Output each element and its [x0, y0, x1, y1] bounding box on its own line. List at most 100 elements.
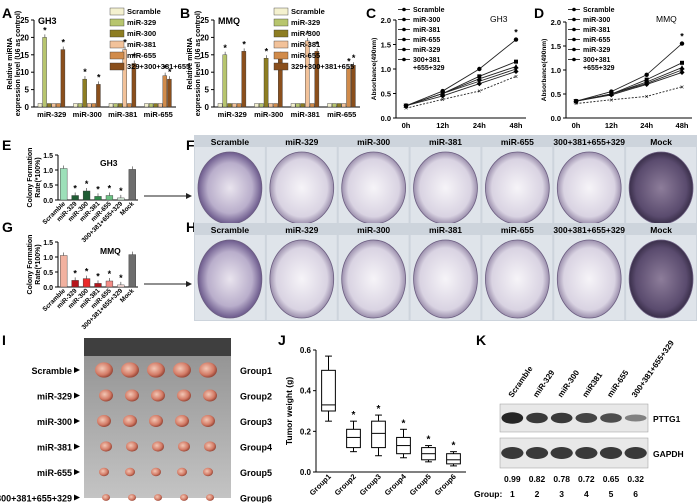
group-number: 3	[559, 489, 564, 499]
legend-label: miR-381	[127, 40, 156, 49]
y-axis-label-line: Colony Formation	[27, 148, 34, 208]
panel-label-e: E	[2, 137, 11, 153]
band-label-pttg1-line: PTTG1	[653, 414, 681, 424]
bar	[105, 195, 114, 201]
bar	[167, 78, 172, 108]
chart-title: GH3	[100, 158, 118, 168]
band-pttg1	[624, 414, 647, 422]
group-label-line: Group2	[240, 392, 272, 402]
tumor	[99, 467, 109, 477]
y-tick-label: 25	[20, 16, 29, 25]
data-point: ×	[574, 101, 578, 108]
group-number: 5	[609, 489, 614, 499]
x-tick-label: miR-329	[218, 110, 247, 119]
colony-well	[628, 239, 694, 319]
legend-swatch	[109, 40, 125, 49]
significance-star: *	[306, 29, 310, 39]
band-gapdh	[501, 447, 524, 459]
legend-marker	[572, 7, 576, 12]
bar	[162, 75, 168, 108]
row-arrow	[74, 367, 80, 373]
bar	[300, 103, 305, 108]
y-axis-label: Relative miRNAexpression level (U6 as co…	[7, 11, 22, 116]
legend-swatch	[273, 29, 289, 38]
bar	[77, 103, 83, 108]
x-tick-label: 24h	[473, 121, 486, 130]
significance-star: *	[73, 268, 77, 278]
panel-i-tumor-photo: Scramble Group1 miR-329 Group2 miR-300 Group3…	[0, 338, 272, 503]
tumor	[149, 415, 163, 427]
y-tick-label: 20	[20, 33, 29, 42]
series-line	[405, 68, 517, 107]
tumor	[175, 415, 189, 427]
row-label: miR-655	[37, 468, 72, 478]
row-label: 300+381+655+329	[0, 494, 72, 503]
y-axis-label-line: Rate(*100%)	[35, 157, 42, 197]
bar	[82, 190, 91, 201]
band-gapdh	[575, 447, 598, 459]
legend-label: miR-655	[413, 37, 440, 44]
significance-star: *	[123, 38, 127, 48]
tumor	[125, 467, 135, 477]
tumor	[95, 362, 113, 378]
y-tick-label: 2.0	[381, 16, 391, 25]
panel-label-b: B	[180, 5, 190, 21]
x-tick-label: Group4	[383, 471, 409, 497]
data-point: ×	[477, 89, 481, 96]
bar	[227, 103, 232, 108]
x-tick-label: 24h	[640, 121, 653, 130]
band-ratio: 0.72	[578, 474, 595, 484]
legend-marker	[572, 57, 576, 62]
well-label: miR-300	[357, 137, 390, 147]
band-gapdh	[624, 447, 647, 459]
data-point	[644, 81, 650, 87]
y-tick-label: 0	[205, 103, 210, 112]
legend-label-line: +655+329	[583, 65, 615, 72]
bar	[263, 58, 269, 108]
legend-label-line: miR-381	[583, 27, 610, 34]
group-number: 6	[633, 489, 638, 499]
significance-star: *	[73, 184, 77, 194]
bar	[309, 103, 315, 108]
bar	[153, 103, 158, 108]
legend-label: miR-381	[291, 40, 320, 49]
x-tick-label: 0h	[572, 121, 581, 130]
bar	[128, 169, 136, 201]
bar	[108, 103, 114, 108]
data-point	[514, 59, 518, 64]
bar	[37, 103, 43, 108]
series-line	[575, 71, 683, 102]
blot-membrane	[499, 437, 649, 469]
significance-star: *	[97, 72, 101, 82]
bar	[232, 103, 237, 108]
bar	[113, 103, 118, 108]
tumor	[199, 362, 217, 378]
box	[321, 369, 336, 412]
legend-marker	[572, 47, 576, 52]
legend-marker	[402, 47, 406, 52]
legend-swatch	[273, 18, 289, 27]
significance-star: *	[163, 64, 167, 74]
row-arrow	[74, 469, 80, 475]
colony-well	[413, 239, 478, 319]
row-label-line: miR-329	[37, 392, 72, 402]
bar	[222, 54, 228, 108]
chart-title: MMQ	[656, 14, 677, 24]
group-label: Group6	[240, 494, 272, 503]
panel-label-h: H	[186, 219, 196, 235]
x-tick-label: miR-300	[73, 110, 102, 119]
x-tick-label: miR-381	[108, 110, 137, 119]
panel-label-i: I	[2, 332, 6, 348]
box	[446, 453, 461, 465]
tumor	[173, 362, 191, 378]
bar	[42, 37, 47, 108]
bar	[96, 84, 101, 108]
y-axis-label-line: Absorbance(490nm)	[541, 39, 548, 102]
y-tick-label: 0.5	[43, 183, 53, 190]
y-tick-label: 0.4	[300, 387, 312, 396]
tumor	[147, 362, 165, 378]
well-label: 300+381+655+329	[553, 137, 625, 147]
series-line	[405, 71, 517, 107]
x-tick-label: miR-300	[254, 110, 283, 119]
